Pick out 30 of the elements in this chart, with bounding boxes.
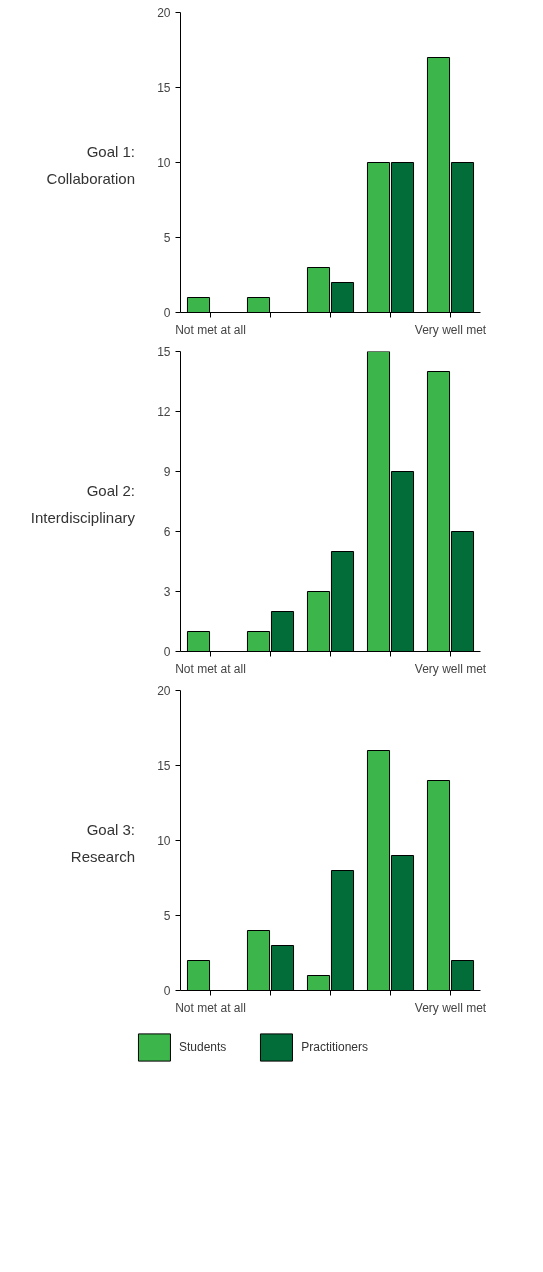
y-tick-label: 10 <box>157 156 171 170</box>
x-tick-label: Very well met <box>414 322 487 337</box>
legend-label: Practitioners <box>301 1040 369 1054</box>
y-tick-label: 6 <box>163 525 171 539</box>
text: Interdisciplinary <box>30 508 135 529</box>
x-tick-label: Very well met <box>414 661 487 676</box>
text: Goal 2: <box>85 481 135 501</box>
y-tick-label: 15 <box>157 759 171 773</box>
x-tick-label: Not met at all <box>175 1000 246 1015</box>
legend-label: Students <box>178 1040 227 1054</box>
y-tick-label: 5 <box>163 909 171 923</box>
x-tick-label: Not met at all <box>175 661 246 676</box>
y-tick-label: 20 <box>157 6 171 20</box>
text: Collaboration <box>46 169 135 190</box>
y-tick-label: 5 <box>163 231 171 245</box>
y-tick-label: 0 <box>163 306 171 320</box>
x-tick-label: Very well met <box>414 1000 487 1015</box>
y-tick-label: 12 <box>157 405 171 419</box>
y-tick-label: 15 <box>157 345 171 359</box>
x-tick-label: Not met at all <box>175 322 246 337</box>
y-tick-label: 20 <box>157 684 171 698</box>
text: Goal 3: <box>85 820 135 840</box>
y-tick-label: 0 <box>163 645 171 659</box>
text: Research <box>70 847 135 868</box>
y-tick-label: 9 <box>163 465 171 479</box>
y-tick-label: 10 <box>157 834 171 848</box>
y-tick-label: 3 <box>163 585 171 599</box>
y-tick-label: 0 <box>163 984 171 998</box>
text: Goal 1: <box>85 142 135 162</box>
y-tick-label: 15 <box>157 81 171 95</box>
